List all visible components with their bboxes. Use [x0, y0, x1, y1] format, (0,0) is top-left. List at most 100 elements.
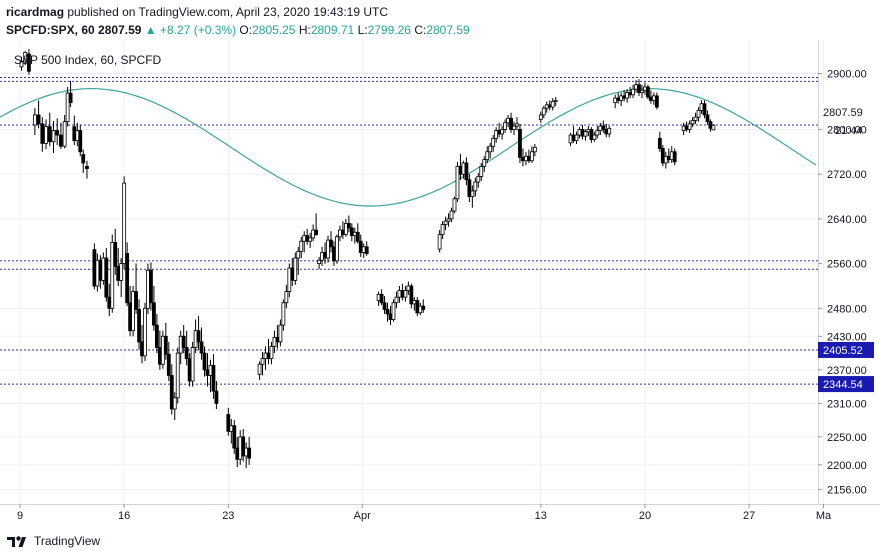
candle-body: [241, 436, 246, 457]
candle-body: [169, 375, 174, 410]
candle-body: [149, 269, 153, 304]
candle-body: [412, 300, 417, 305]
candle-body: [323, 252, 327, 259]
level-badge-label: 2344.54: [823, 379, 863, 391]
candle-body: [699, 103, 704, 111]
candle-body: [643, 86, 647, 91]
candle: [440, 221, 445, 240]
candle: [491, 135, 496, 152]
candle-body: [19, 61, 24, 68]
candle-body: [68, 92, 73, 104]
candle-body: [628, 92, 632, 96]
candle-body: [232, 425, 237, 449]
candle: [78, 124, 83, 157]
candle-body: [320, 252, 324, 261]
publisher-name: ricardmag: [6, 5, 65, 19]
candle: [702, 100, 707, 119]
candle-body: [538, 114, 543, 120]
candle-body: [107, 296, 112, 309]
candle: [672, 148, 677, 166]
last-price-label: 2807.59: [823, 107, 863, 119]
high-label: H:: [298, 23, 311, 37]
last-price: 2807.59: [98, 23, 142, 37]
candle: [296, 246, 301, 275]
candle: [172, 392, 177, 421]
level-badge-label: 2405.52: [823, 345, 863, 357]
candle: [643, 82, 647, 95]
candle: [646, 84, 650, 100]
price-axis[interactable]: 2900.00 2800.00 2720.00 2640.00 2560.00 2480.…: [818, 69, 867, 497]
candle-body: [512, 125, 516, 130]
candle-body: [302, 235, 307, 242]
low-label: L:: [357, 23, 368, 37]
change-arrow-icon: ▲: [144, 23, 157, 37]
candle: [125, 242, 130, 307]
candle-body: [467, 179, 472, 197]
candle-body: [157, 347, 162, 365]
candle: [541, 105, 546, 119]
candle-body: [693, 116, 698, 121]
candle-body: [113, 241, 118, 267]
candle-body: [379, 293, 384, 304]
candle-body: [202, 352, 207, 371]
candle: [400, 283, 405, 301]
candle-body: [660, 148, 665, 164]
candle-body: [260, 358, 265, 365]
candle-body: [101, 257, 106, 281]
candle: [669, 146, 674, 163]
candle: [364, 241, 369, 256]
tradingview-logo-icon: [7, 536, 26, 547]
time-axis[interactable]: 9 16 23 Apr 13 20 27 Ma: [17, 504, 832, 522]
candle: [574, 131, 579, 144]
candle: [452, 196, 457, 214]
candle-body: [47, 126, 52, 143]
candle: [187, 353, 192, 387]
candle: [376, 291, 381, 307]
candle-body: [172, 397, 177, 410]
price-tick-label: 2200.00: [827, 460, 867, 472]
candle-body: [637, 84, 641, 93]
cycle-curve[interactable]: [0, 88, 817, 207]
candle-body: [397, 290, 402, 298]
candle-body: [464, 162, 469, 181]
candle: [266, 339, 271, 365]
candle-body: [476, 176, 481, 183]
candle: [146, 263, 150, 314]
time-tick-label: 23: [222, 510, 234, 522]
candle: [397, 285, 402, 303]
candle: [119, 258, 124, 298]
candle-body: [541, 107, 546, 116]
candle: [592, 131, 597, 142]
candle-body: [32, 114, 37, 126]
candle-body: [708, 121, 713, 129]
candle: [619, 92, 624, 106]
candle: [625, 89, 630, 103]
candle-body: [604, 129, 609, 135]
candle-body: [696, 110, 701, 118]
candle: [134, 263, 138, 314]
candle: [654, 92, 659, 110]
candle: [660, 145, 665, 167]
candle-body: [27, 53, 31, 72]
horizontal-levels[interactable]: [0, 76, 818, 385]
price-chart[interactable]: 2900.00 2800.00 2720.00 2640.00 2560.00 2480.…: [0, 40, 880, 524]
candle: [302, 231, 307, 253]
candle-body: [308, 237, 313, 242]
candle-body: [110, 241, 115, 309]
candle: [550, 98, 555, 111]
candle: [107, 283, 112, 317]
candle-body: [160, 335, 165, 365]
candle-body: [625, 92, 630, 99]
candle: [62, 114, 67, 149]
candle-body: [589, 129, 594, 140]
price-tick-label: 2430.00: [827, 331, 867, 343]
candle-body: [403, 290, 408, 298]
candle: [613, 94, 618, 109]
candle: [346, 215, 351, 233]
candle: [385, 302, 390, 322]
candle-body: [406, 285, 411, 291]
candle: [388, 306, 393, 326]
candle-body: [663, 155, 668, 164]
candle-body: [293, 257, 298, 281]
candle-body: [547, 104, 552, 108]
